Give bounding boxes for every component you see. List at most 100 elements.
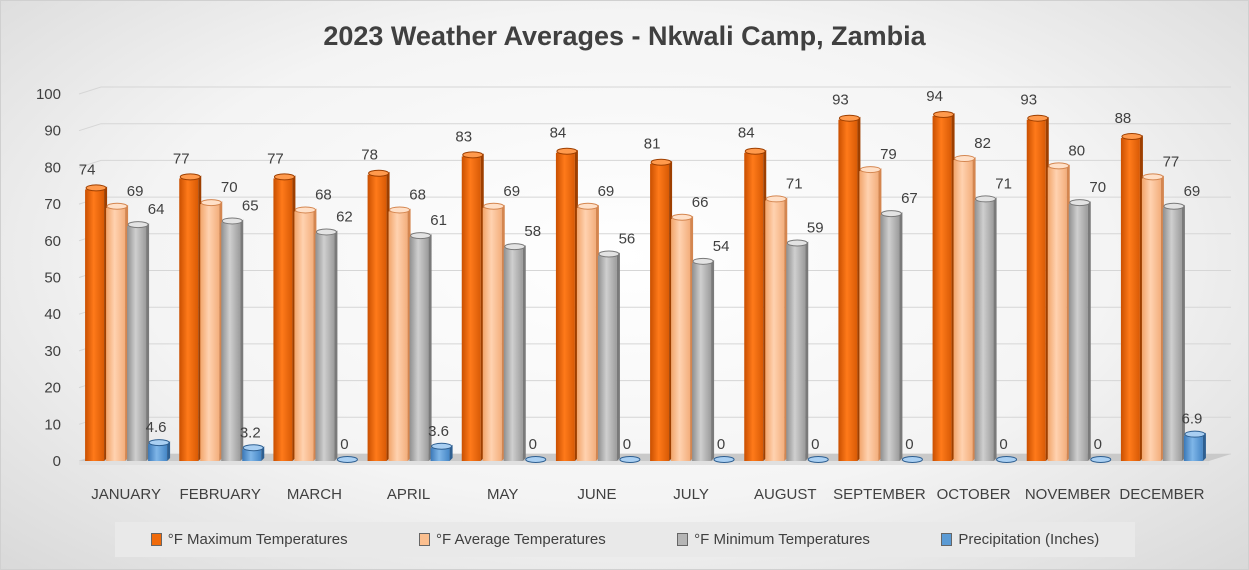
data-label: 56: [619, 230, 636, 247]
bar-top: [901, 456, 923, 463]
bar-top: [389, 206, 411, 214]
bar-side: [146, 223, 150, 461]
bar-top: [127, 221, 149, 229]
bar-top: [1184, 430, 1206, 438]
bar-top: [368, 169, 390, 177]
data-label: 69: [598, 183, 615, 200]
bar: [838, 114, 861, 461]
bar: [576, 202, 599, 461]
bar: [1120, 133, 1143, 462]
legend-label: °F Average Temperatures: [436, 531, 606, 548]
bar-body: [859, 171, 879, 461]
bar-body: [294, 211, 314, 461]
bar-side: [993, 197, 997, 461]
bar-body: [148, 444, 168, 461]
bar-side: [240, 219, 244, 461]
bar-top: [838, 114, 860, 122]
bar-top: [1163, 202, 1185, 210]
bar: [315, 228, 338, 461]
bar: [1162, 202, 1185, 461]
legend-item: °F Maximum Temperatures: [150, 531, 348, 548]
bar: [1183, 430, 1206, 461]
bar-body: [106, 207, 126, 461]
data-label: 77: [1163, 153, 1180, 170]
gridline: [78, 86, 1231, 95]
x-tick-label: OCTOBER: [937, 486, 1011, 503]
y-tick-label: 60: [44, 233, 61, 250]
bar-body: [388, 211, 408, 461]
bar-body: [974, 200, 994, 461]
bar-body: [1047, 167, 1067, 461]
data-label: 3.2: [240, 424, 261, 441]
legend-swatch: [419, 533, 431, 546]
bar-side: [522, 245, 526, 461]
data-label: 67: [901, 190, 918, 207]
bar-body: [953, 160, 973, 461]
x-tick-label: MARCH: [287, 486, 342, 503]
bar: [1068, 199, 1091, 461]
data-label: 93: [832, 92, 849, 109]
bar-top: [713, 456, 735, 463]
bar-side: [428, 234, 432, 461]
y-tick-label: 20: [44, 380, 61, 397]
bar-body: [765, 200, 785, 461]
data-label: 58: [524, 223, 541, 240]
bar: [430, 442, 453, 461]
bar-top: [650, 158, 672, 166]
y-tick-label: 70: [44, 196, 61, 213]
data-label: 74: [79, 161, 96, 178]
legend-swatch: [150, 533, 162, 546]
data-label: 77: [267, 150, 284, 167]
bar-top: [786, 239, 808, 247]
plot-area: 7469644.67770653.277686207868613.6836958…: [36, 86, 1231, 503]
bar-body: [692, 262, 712, 461]
data-label: 65: [242, 197, 259, 214]
y-tick-label: 10: [44, 416, 61, 433]
data-label: 6.9: [1181, 411, 1202, 428]
bar-top: [315, 228, 337, 236]
bar-body: [409, 237, 429, 461]
bar-top: [556, 147, 578, 155]
bar: [1026, 114, 1049, 461]
bar-top: [242, 444, 264, 452]
bar-top: [765, 195, 787, 203]
legend: °F Maximum Temperatures °F Average Temper…: [115, 522, 1135, 557]
data-label: 0: [340, 436, 348, 453]
bar-body: [1141, 178, 1161, 461]
bar: [85, 184, 108, 462]
bar-top: [525, 456, 547, 463]
data-label: 80: [1068, 142, 1085, 159]
data-label: 71: [995, 175, 1012, 192]
data-label: 69: [1184, 183, 1201, 200]
bar: [974, 195, 997, 461]
data-label: 70: [1089, 179, 1106, 196]
bar-side: [1087, 201, 1091, 461]
y-tick-label: 80: [44, 159, 61, 176]
bar-side: [1181, 204, 1185, 461]
x-tick-label: NOVEMBER: [1025, 486, 1111, 503]
bar-body: [461, 156, 481, 461]
bar: [200, 199, 223, 461]
x-tick-label: JUNE: [577, 486, 616, 503]
bar-side: [1202, 432, 1206, 461]
bar-body: [1162, 207, 1182, 461]
bar-side: [805, 241, 809, 461]
bar-body: [1068, 204, 1088, 461]
bar-body: [127, 226, 147, 461]
bar-side: [616, 252, 620, 461]
chart-title: 2023 Weather Averages - Nkwali Camp, Zam…: [323, 21, 926, 51]
bar-top: [996, 456, 1018, 463]
bar-body: [932, 116, 952, 462]
y-tick-label: 90: [44, 123, 61, 140]
data-label: 69: [503, 183, 520, 200]
legend-label: °F Maximum Temperatures: [167, 531, 348, 548]
bar: [859, 166, 882, 461]
legend-item: Precipitation (Inches): [941, 531, 1099, 548]
data-label: 70: [221, 179, 238, 196]
x-tick-label: JULY: [673, 486, 709, 503]
data-label: 66: [692, 194, 709, 211]
bar-side: [334, 230, 338, 461]
bar-side: [167, 441, 171, 461]
bar-body: [1026, 119, 1046, 461]
x-tick-label: DECEMBER: [1119, 486, 1204, 503]
